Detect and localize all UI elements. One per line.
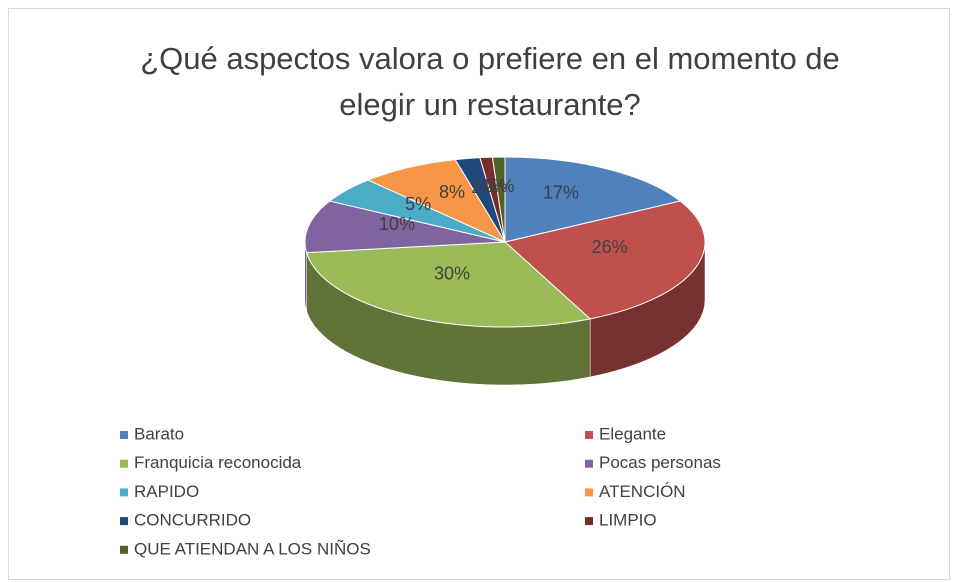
slice [504,156,682,243]
data-label: 5% [405,194,431,214]
legend-swatch [120,488,128,497]
legend-label: Pocas personas [599,453,721,472]
data-label: 10% [379,214,415,234]
legend-label: Franquicia reconocida [134,453,302,472]
legend-swatch [120,545,128,554]
data-label: 26% [592,237,628,257]
legend-swatch [585,459,593,468]
legend-label: ATENCIÓN [599,482,686,501]
data-label: 2% [471,177,497,197]
legend-label: Elegante [599,424,666,443]
legend-label: RAPIDO [134,482,199,501]
slice [491,156,506,243]
legend-swatch [120,517,128,526]
legend-swatch [120,431,128,439]
slice [304,200,506,254]
slice [305,241,592,328]
data-label: 8% [439,182,465,202]
data-label: 1% [482,176,508,196]
chart-frame [8,8,950,580]
legend-swatch [120,459,128,468]
legend-label: CONCURRIDO [134,511,251,530]
legend-label: Barato [134,424,184,443]
legend-swatch [585,517,593,526]
legend-label: LIMPIO [599,511,657,530]
chart-title: ¿Qué aspectos valora o prefiere en el mo… [140,41,840,122]
legend-swatch [585,488,593,497]
slice [503,200,706,320]
slice [366,159,507,244]
legend-swatch [585,431,593,439]
legend-label: QUE ATIENDAN A LOS NIÑOS [134,539,371,558]
data-label: 17% [543,183,579,203]
data-label: 1% [489,176,515,196]
data-label: 30% [434,264,470,284]
